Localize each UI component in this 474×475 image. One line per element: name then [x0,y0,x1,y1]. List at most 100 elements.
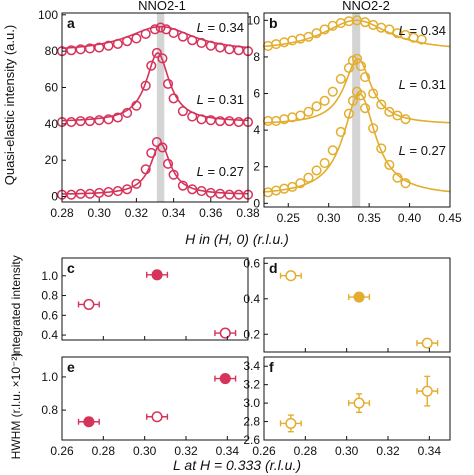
data-point [177,106,188,117]
data-point [355,61,367,72]
panel-d: 0.2 0.4 0.6 d [243,256,451,353]
y-tick-label: 3.0 [243,396,260,410]
highlight-band [352,13,361,207]
data-point [279,37,290,48]
data-point [84,116,95,127]
x-tick-label: 0.30 [317,211,341,225]
data-point [205,115,216,126]
series-label: L = 0.27 [197,164,244,179]
data-point [327,86,338,97]
y-tick-label: 0.6 [41,308,58,322]
data-point [279,414,302,433]
top-x-axis-label: H in (H, 0) (r.l.u.) [185,231,289,247]
data-point [157,53,168,64]
data-point [311,101,322,112]
data-point [168,169,179,180]
integrated-y-axis-label: Integrated intensity [9,255,23,356]
panel-a-title: NNO2-1 [138,0,186,13]
axes-frame [263,257,451,353]
panel-a: L = 0.34L = 0.31L = 0.270204060801000.28… [38,8,260,220]
data-point [287,35,298,46]
data-point [384,106,395,117]
data-point [348,291,371,303]
x-tick-label: 0.26 [252,444,276,458]
data-point [66,189,77,200]
x-tick-label: 0.34 [216,444,240,458]
x-tick-label: 0.34 [162,206,186,220]
data-point [168,93,179,104]
data-point [295,178,306,189]
data-point [94,187,105,198]
data-point [177,31,188,42]
data-point [157,142,168,153]
y-tick-label: 0.8 [41,289,58,303]
x-tick-label: 0.30 [133,444,157,458]
data-point [335,126,346,138]
data-point [215,42,226,53]
data-point [112,186,123,197]
y-tick-label: 100 [38,8,58,22]
data-point [196,37,207,49]
data-point [196,114,207,125]
data-point [112,112,123,123]
y-tick-label: 80 [45,44,59,58]
series-label: L = 0.34 [197,20,244,35]
top-y-axis-label: Quasi-elastic intensity (a.u.) [2,25,17,185]
data-point [103,114,114,125]
x-tick-label: 0.28 [92,444,116,458]
axes-frame [61,356,249,441]
data-point [224,116,235,127]
panel-letter-e: e [67,359,75,375]
data-point [335,73,346,84]
data-point [376,99,387,110]
data-point [271,115,282,127]
x-tick-label: 0.32 [174,444,198,458]
data-point [360,103,371,114]
x-tick-label: 0.36 [199,206,223,220]
data-point [376,143,387,154]
data-point [84,43,95,54]
x-tick-label: 0.26 [50,444,74,458]
y-tick-label: 1.0 [41,269,58,283]
data-point [303,31,314,42]
panel-b-title: NNO2-2 [342,0,390,13]
data-point [66,116,77,128]
data-point [348,393,371,414]
x-tick-label: 0.25 [277,211,301,225]
panel-b: L = 0.34 L = 0.31 L = 0.27 0 2 4 6 8 10 0.25 0.30 0… [247,12,462,225]
y-tick-label: 2 [253,160,260,174]
data-point [75,44,86,55]
y-tick-label: 0.2 [243,327,260,341]
data-point [295,110,306,121]
data-point [140,28,151,39]
data-point [214,373,237,385]
y-tick-label: 3.4 [243,359,260,373]
data-point [177,180,188,191]
data-point [311,28,322,39]
axes-frame [61,12,249,203]
y-tick-label: 10 [247,13,261,27]
data-point [319,158,330,169]
data-point [368,88,379,99]
data-point [319,95,330,106]
data-point [122,36,133,47]
data-point [327,145,338,156]
y-tick-label: 60 [45,81,59,95]
bottom-x-axis-label: L at H = 0.333 (r.l.u.) [173,457,301,473]
panel-f: 2.6 2.8 3.0 3.2 3.4 0.26 0.28 0.30 0.32 0.34 f [243,356,451,458]
data-point [131,100,142,111]
data-point [368,123,379,134]
y-tick-label: 0.4 [243,292,260,306]
axes-frame [263,12,451,208]
panel-e: 0.8 1.0 0.26 0.28 0.30 0.32 0.34 e [41,356,249,458]
data-point [149,24,161,35]
data-point [416,337,439,349]
x-tick-label: 0.28 [50,206,74,220]
y-tick-label: 4 [253,123,260,137]
data-point [400,178,411,189]
data-point [162,158,174,169]
data-point [224,44,235,55]
data-point [233,45,244,56]
series-label: L = 0.27 [399,143,446,158]
